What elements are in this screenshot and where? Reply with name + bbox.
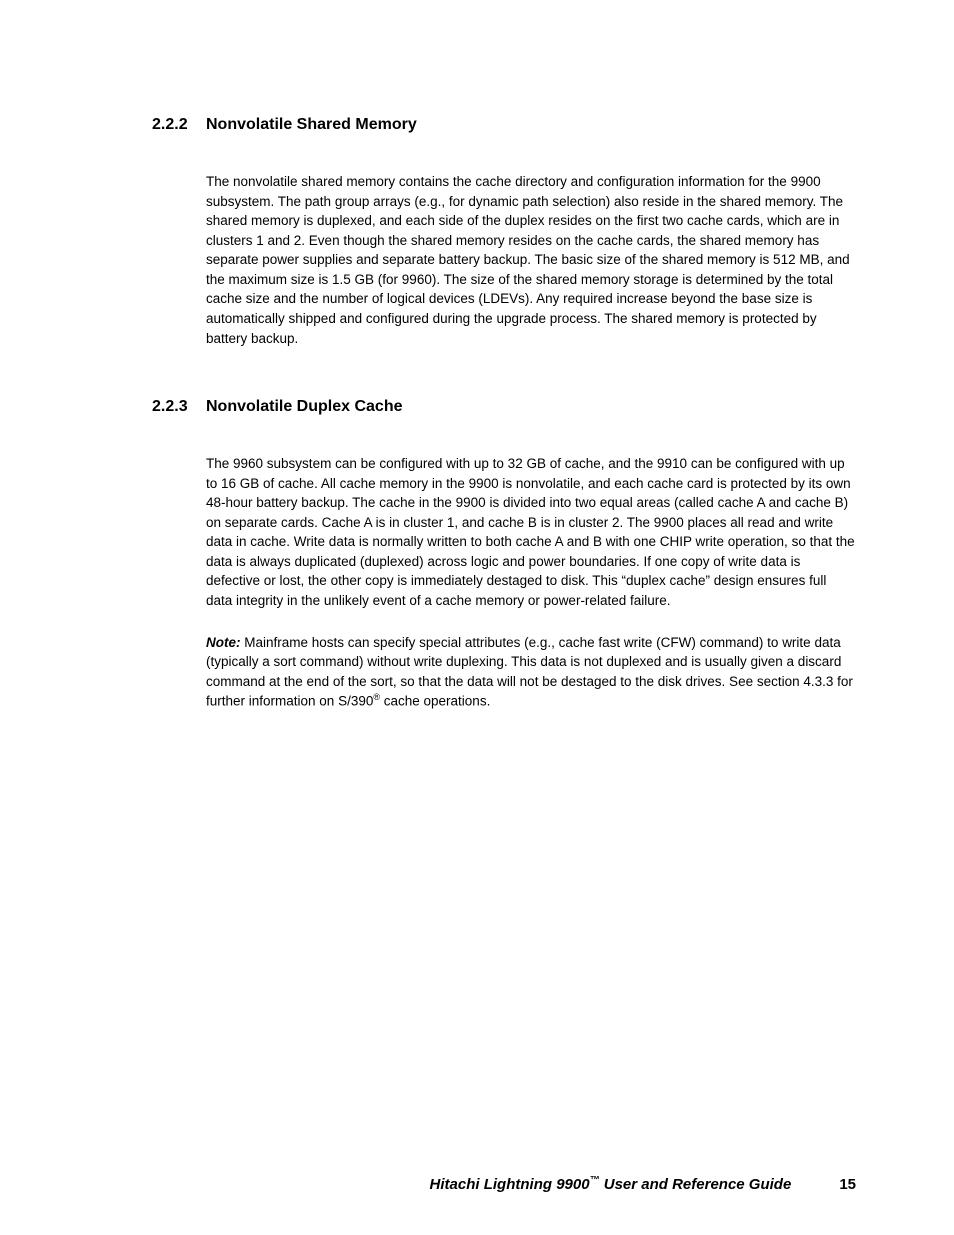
note-paragraph: Note: Mainframe hosts can specify specia… (206, 633, 856, 712)
section-heading: 2.2.2 Nonvolatile Shared Memory (152, 116, 856, 134)
section-title: Nonvolatile Shared Memory (206, 116, 856, 134)
footer-title: Hitachi Lightning 9900™ User and Referen… (430, 1175, 792, 1193)
note-text-after: cache operations. (380, 694, 490, 709)
section-number: 2.2.3 (152, 398, 206, 416)
document-page: 2.2.2 Nonvolatile Shared Memory The nonv… (0, 0, 954, 711)
footer-title-prefix: Hitachi Lightning 9900 (430, 1176, 590, 1193)
trademark-symbol: ™ (590, 1175, 600, 1186)
section-paragraph: The 9960 subsystem can be configured wit… (206, 454, 856, 611)
section-223: 2.2.3 Nonvolatile Duplex Cache The 9960 … (152, 398, 856, 711)
registered-symbol: ® (373, 692, 380, 702)
section-222: 2.2.2 Nonvolatile Shared Memory The nonv… (152, 116, 856, 348)
section-number: 2.2.2 (152, 116, 206, 134)
section-heading: 2.2.3 Nonvolatile Duplex Cache (152, 398, 856, 416)
note-label: Note: (206, 635, 241, 650)
section-title: Nonvolatile Duplex Cache (206, 398, 856, 416)
page-number: 15 (839, 1176, 856, 1193)
section-paragraph: The nonvolatile shared memory contains t… (206, 172, 856, 348)
page-footer: Hitachi Lightning 9900™ User and Referen… (430, 1175, 856, 1193)
note-text-before: Mainframe hosts can specify special attr… (206, 635, 853, 709)
footer-title-suffix: User and Reference Guide (600, 1176, 792, 1193)
